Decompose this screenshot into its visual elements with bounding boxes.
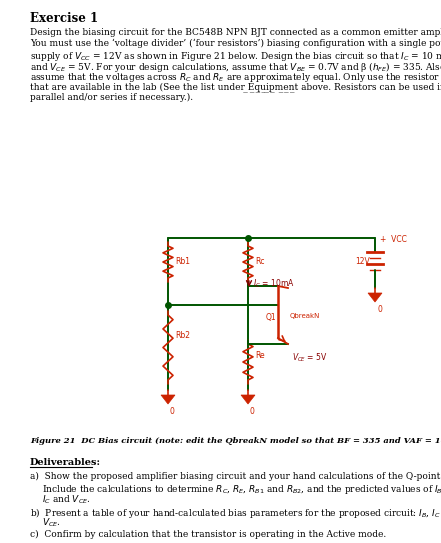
Text: c)  Confirm by calculation that the transistor is operating in the Active mode.: c) Confirm by calculation that the trans…	[30, 530, 386, 539]
Text: 12V: 12V	[355, 256, 370, 266]
Text: $V_{CE}$ = 5V: $V_{CE}$ = 5V	[292, 352, 328, 364]
Text: Q1: Q1	[266, 313, 277, 322]
Text: $I_C$ and $V_{CE}$.: $I_C$ and $V_{CE}$.	[42, 493, 91, 506]
Text: supply of $V_{CC}$ = 12V as shown in Figure 21 below. Design the bias circuit so: supply of $V_{CC}$ = 12V as shown in Fig…	[30, 49, 441, 62]
Polygon shape	[161, 395, 175, 404]
Text: Design the biasing circuit for the BC548B NPN BJT connected as a common emitter : Design the biasing circuit for the BC548…	[30, 28, 441, 37]
Text: Deliverables:: Deliverables:	[30, 458, 101, 467]
Text: 0: 0	[170, 407, 175, 416]
Text: QbreakN: QbreakN	[290, 313, 320, 319]
Text: Exercise 1: Exercise 1	[30, 12, 98, 25]
Polygon shape	[241, 395, 255, 404]
Text: parallel and/or series if necessary.).: parallel and/or series if necessary.).	[30, 93, 193, 102]
Text: 0: 0	[250, 407, 255, 416]
Text: b)  Present a table of your hand-calculated bias parameters for the proposed cir: b) Present a table of your hand-calculat…	[30, 506, 441, 520]
Text: and $V_{CE}$ = 5V. For your design calculations, assume that $V_{BE}$ = 0.7V and: and $V_{CE}$ = 5V. For your design calcu…	[30, 60, 441, 74]
Text: Figure 21  DC Bias circuit (note: edit the QbreakN model so that BF = 335 and VA: Figure 21 DC Bias circuit (note: edit th…	[30, 437, 441, 445]
Text: +  VCC: + VCC	[380, 236, 407, 244]
Text: Rb2: Rb2	[175, 331, 190, 339]
Text: a)  Show the proposed amplifier biasing circuit and your hand calculations of th: a) Show the proposed amplifier biasing c…	[30, 472, 441, 481]
Text: Include the calculations to determine $R_C$, $R_E$, $R_{B1}$ and $R_{B2}$, and t: Include the calculations to determine $R…	[42, 483, 441, 496]
Text: Rc: Rc	[255, 257, 265, 267]
Text: assume that the voltages across $R_C$ and $R_E$ are approximately equal. Only us: assume that the voltages across $R_C$ an…	[30, 71, 441, 84]
Text: Rb1: Rb1	[175, 257, 190, 267]
Text: $V_{CE}$.: $V_{CE}$.	[42, 516, 61, 529]
Text: You must use the ‘voltage divider’ (‘four resistors’) biasing configuration with: You must use the ‘voltage divider’ (‘fou…	[30, 39, 441, 48]
Text: Re: Re	[255, 351, 265, 361]
Text: that are available in the lab (See the list under ̲E̲q̲u̲i̲p̲m̲e̲n̲t above. Resi: that are available in the lab (See the l…	[30, 82, 441, 92]
Text: 0: 0	[377, 305, 382, 314]
Polygon shape	[368, 293, 382, 302]
Text: $I_C$ = 10mA: $I_C$ = 10mA	[253, 278, 295, 291]
